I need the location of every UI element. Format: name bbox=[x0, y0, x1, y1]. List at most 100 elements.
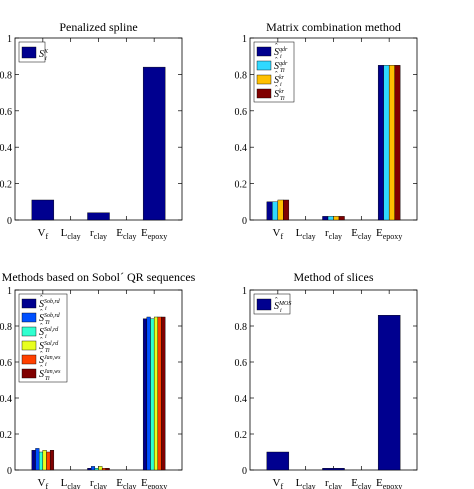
bar-1-series-4 bbox=[283, 199, 290, 221]
legend-base: S bbox=[274, 301, 279, 312]
legend-base: S bbox=[39, 313, 44, 324]
hat-icon: ˆ bbox=[40, 322, 43, 331]
y-tick-label: 0.6 bbox=[0, 358, 12, 369]
chart-panel-3: Methods based on Sobol´ QR sequences 0 0.2… bbox=[0, 270, 196, 489]
bar-5-series-4 bbox=[394, 65, 401, 221]
chart-panel-2: Matrix combination method 0 0.2 0.4 0.6 0.8 1 V… bbox=[235, 20, 418, 241]
legend-entry: SK bbox=[39, 49, 49, 60]
x-tick-sub: epoxy bbox=[383, 482, 403, 489]
bar-5-series-1 bbox=[377, 65, 384, 221]
y-tick-label: 0.4 bbox=[0, 394, 12, 405]
bar-5-series-1 bbox=[377, 315, 401, 471]
bar-5-series-6 bbox=[161, 316, 166, 471]
x-tick-base: r bbox=[325, 227, 329, 239]
hat-icon: ˆ bbox=[275, 296, 278, 305]
legend-swatch bbox=[256, 46, 272, 57]
y-tick-label: 0.2 bbox=[235, 180, 248, 191]
x-tick-label: rclay bbox=[325, 227, 342, 241]
y-tick-label: 0.8 bbox=[0, 322, 12, 333]
y-tick-label: 0.6 bbox=[0, 107, 12, 118]
legend-sub: i bbox=[280, 54, 282, 60]
legend-sup: Sal,rd bbox=[44, 341, 59, 347]
x-tick-sub: clay bbox=[302, 482, 315, 489]
bar-5-series-3 bbox=[150, 318, 155, 471]
bar-3-series-1 bbox=[322, 216, 329, 221]
legend-swatch bbox=[256, 74, 272, 85]
legend-entry: SSob,rd bbox=[39, 299, 61, 310]
legend-sub: i bbox=[45, 362, 47, 368]
y-tick-label: 0 bbox=[242, 216, 247, 227]
x-tick-base: L bbox=[296, 477, 303, 489]
legend-sup: qdr bbox=[279, 61, 288, 67]
bar-3-series-1 bbox=[322, 468, 345, 471]
hat-icon: ˆ bbox=[40, 294, 43, 303]
x-tick-base: L bbox=[296, 227, 303, 239]
bar-1-series-6 bbox=[49, 450, 55, 471]
y-tick-label: 0.8 bbox=[0, 70, 12, 81]
x-tick-sub: clay bbox=[94, 482, 107, 489]
legend-base: S bbox=[39, 327, 44, 338]
x-tick-base: L bbox=[61, 477, 68, 489]
legend-sub: Ti bbox=[45, 348, 50, 354]
bar-3-series-4 bbox=[338, 216, 345, 221]
y-tick-label: 1 bbox=[242, 286, 247, 297]
hat-icon: ˆ bbox=[40, 364, 43, 373]
legend-entry: Sqdr bbox=[274, 61, 288, 72]
legend-swatch bbox=[256, 298, 272, 311]
y-tick-label: 0.8 bbox=[235, 322, 248, 333]
x-tick-sub: clay bbox=[329, 232, 342, 241]
legend-swatch bbox=[21, 312, 37, 323]
y-tick-label: 0.2 bbox=[0, 180, 12, 191]
x-tick-sub: epoxy bbox=[148, 232, 168, 241]
x-tick-base: E bbox=[351, 227, 358, 239]
x-tick-sub: f bbox=[280, 482, 283, 489]
x-tick-base: E bbox=[376, 227, 383, 239]
x-tick-label: rclay bbox=[90, 227, 107, 241]
legend-sup: Jan,ws bbox=[44, 369, 61, 375]
chart-title: Method of slices bbox=[294, 270, 374, 284]
bar-1-series-3 bbox=[38, 451, 44, 471]
x-tick-sub: clay bbox=[123, 482, 136, 489]
x-tick-base: E bbox=[351, 477, 358, 489]
legend-sub: i bbox=[280, 308, 282, 314]
x-tick-base: E bbox=[116, 477, 123, 489]
x-tick-sub: clay bbox=[302, 232, 315, 241]
x-tick-label: Vf bbox=[38, 477, 49, 489]
legend-base: S bbox=[39, 369, 44, 380]
x-tick-sub: clay bbox=[67, 482, 80, 489]
hat-icon: ˆ bbox=[275, 70, 278, 79]
x-tick-base: V bbox=[273, 227, 281, 239]
x-tick-base: r bbox=[325, 477, 329, 489]
bar-3-series-2 bbox=[327, 216, 334, 221]
chart-title: Matrix combination method bbox=[266, 20, 401, 34]
y-tick-label: 0 bbox=[7, 216, 12, 227]
bar-3-series-5 bbox=[101, 468, 107, 471]
bar-1-series-3 bbox=[277, 199, 284, 221]
x-tick-sub: f bbox=[45, 482, 48, 489]
bar-1-series-1 bbox=[266, 201, 273, 221]
x-tick-sub: clay bbox=[329, 482, 342, 489]
legend-swatch bbox=[21, 46, 37, 59]
bar-5-series-2 bbox=[383, 65, 390, 221]
legend-base: S bbox=[274, 61, 279, 72]
bar-1-series-2 bbox=[272, 201, 279, 221]
y-tick-label: 0 bbox=[7, 466, 12, 477]
legend-entry: SSob,rd bbox=[39, 313, 61, 324]
legend-swatch bbox=[21, 354, 37, 365]
bar-1-series-1 bbox=[31, 450, 36, 471]
legend-swatch bbox=[21, 340, 37, 351]
legend-sub: i bbox=[280, 82, 282, 88]
bar-5-series-3 bbox=[388, 65, 395, 221]
legend-sub: Ti bbox=[45, 320, 50, 326]
hat-icon: ˆ bbox=[275, 84, 278, 93]
hat-icon: ˆ bbox=[40, 336, 43, 345]
y-tick-label: 0.4 bbox=[0, 143, 12, 154]
legend-swatch bbox=[21, 298, 37, 309]
x-tick-sub: epoxy bbox=[383, 232, 403, 241]
x-tick-base: V bbox=[38, 477, 46, 489]
hat-icon: ˆ bbox=[40, 350, 43, 359]
x-tick-base: V bbox=[38, 227, 46, 239]
y-tick-label: 0.4 bbox=[235, 394, 248, 405]
